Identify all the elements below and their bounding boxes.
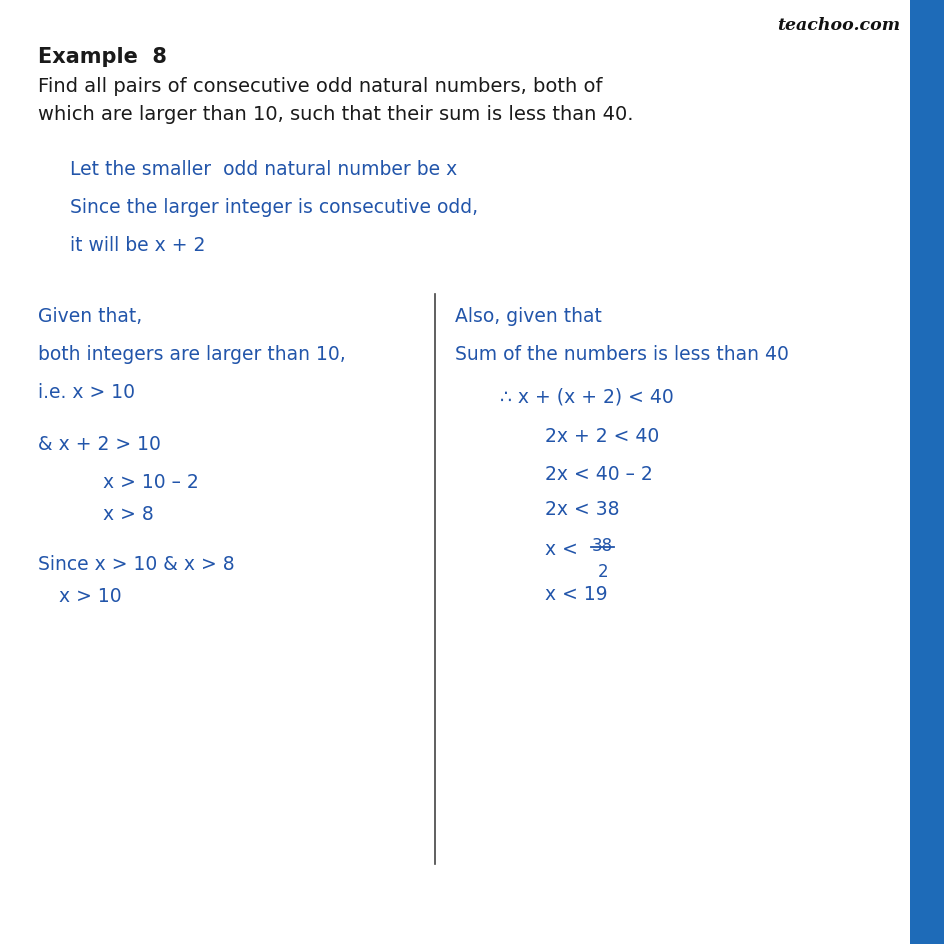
Text: it will be x + 2: it will be x + 2: [70, 236, 205, 255]
Text: Since x > 10 & x > 8: Since x > 10 & x > 8: [38, 554, 234, 573]
Text: x > 8: x > 8: [103, 504, 154, 523]
Text: Sum of the numbers is less than 40: Sum of the numbers is less than 40: [454, 345, 788, 363]
Text: ∴ x + (x + 2) < 40: ∴ x + (x + 2) < 40: [499, 388, 673, 407]
Text: Since the larger integer is consecutive odd,: Since the larger integer is consecutive …: [70, 198, 478, 217]
Text: & x + 2 > 10: & x + 2 > 10: [38, 434, 160, 453]
Text: Also, given that: Also, given that: [454, 307, 601, 326]
Text: x <: x <: [545, 539, 583, 559]
Text: both integers are larger than 10,: both integers are larger than 10,: [38, 345, 346, 363]
Text: Example  8: Example 8: [38, 47, 167, 67]
Text: Let the smaller  odd natural number be x: Let the smaller odd natural number be x: [70, 160, 457, 178]
Text: 2x + 2 < 40: 2x + 2 < 40: [545, 427, 659, 446]
Text: 2: 2: [598, 563, 608, 581]
Text: x > 10: x > 10: [53, 586, 122, 605]
Text: i.e. x > 10: i.e. x > 10: [38, 382, 135, 401]
Bar: [909, 0, 944, 944]
Text: 38: 38: [591, 536, 613, 554]
Text: which are larger than 10, such that their sum is less than 40.: which are larger than 10, such that thei…: [38, 105, 632, 124]
Text: teachoo.com: teachoo.com: [776, 17, 899, 34]
Text: 2x < 40 – 2: 2x < 40 – 2: [545, 464, 652, 483]
Text: Given that,: Given that,: [38, 307, 143, 326]
Text: 2x < 38: 2x < 38: [545, 499, 619, 518]
Text: Find all pairs of consecutive odd natural numbers, both of: Find all pairs of consecutive odd natura…: [38, 76, 602, 96]
Text: x < 19: x < 19: [545, 584, 607, 603]
Text: x > 10 – 2: x > 10 – 2: [103, 473, 198, 492]
